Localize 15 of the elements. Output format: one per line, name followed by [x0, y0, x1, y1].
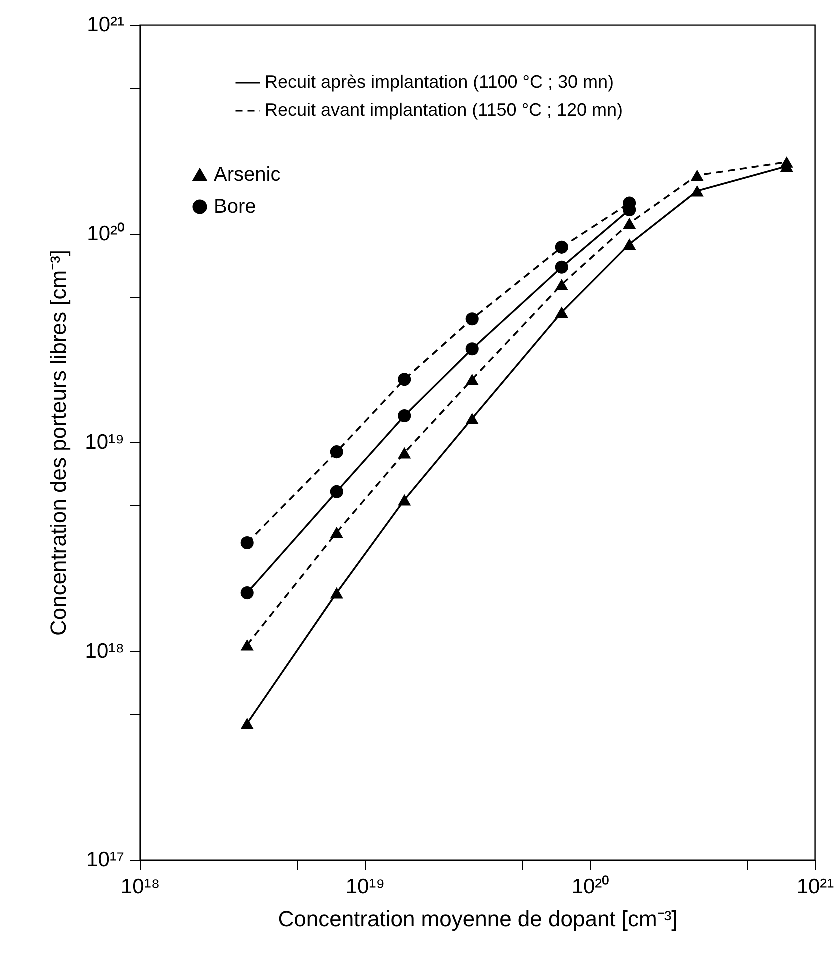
x-tick-label: 10²¹: [796, 876, 834, 898]
y-axis-title: Concentration des porteurs libres [cm⁻³]: [46, 250, 72, 636]
annotation: Recuit après implantation (1100 °C ; 30 mn): [265, 72, 614, 92]
x-tick-label: 10¹⁸: [120, 876, 160, 898]
annotation: Recuit avant implantation (1150 °C ; 120 mn): [265, 100, 624, 120]
legend-label: Arsenic: [214, 164, 281, 186]
y-tick-label: 10¹⁹: [85, 431, 124, 454]
x-axis-title: Concentration moyenne de dopant [cm⁻³]: [278, 906, 678, 932]
x-tick-label: 10¹⁹: [346, 876, 386, 898]
y-tick-label: 10¹⁷: [86, 848, 124, 872]
y-tick-label: 10¹⁸: [85, 640, 124, 663]
legend-label: Bore: [214, 196, 256, 218]
y-tick-label: 10²⁰: [87, 222, 124, 246]
x-tick-label: 10²⁰: [572, 876, 610, 898]
y-tick-label: 10²¹: [87, 14, 124, 36]
